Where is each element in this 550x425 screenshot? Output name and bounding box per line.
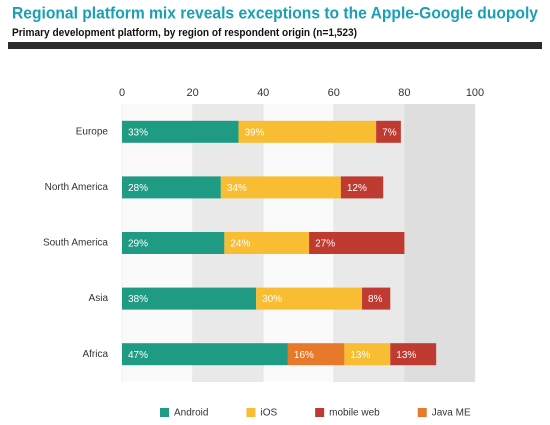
y-tick-label: Africa	[82, 349, 108, 360]
legend-label: Java ME	[432, 408, 471, 419]
y-tick-label: South America	[43, 238, 108, 249]
y-tick-label: Europe	[76, 126, 109, 137]
data-label: 27%	[315, 239, 335, 250]
data-label: 28%	[128, 183, 148, 194]
data-label: 34%	[227, 183, 247, 194]
y-tick-label: Asia	[89, 293, 109, 304]
data-label: 24%	[230, 239, 250, 250]
bar-segment	[122, 120, 239, 143]
header-band	[8, 42, 542, 49]
legend-swatch	[417, 408, 427, 417]
bar-segment	[309, 232, 405, 254]
bar-segment	[220, 176, 341, 199]
bar-segment	[287, 343, 345, 366]
bar-segment	[122, 232, 225, 254]
bar-segment	[256, 287, 363, 310]
data-label: 13%	[396, 350, 416, 361]
data-label: 38%	[128, 294, 148, 305]
bar-segment	[362, 287, 391, 310]
data-label: 47%	[128, 350, 148, 361]
data-label: 29%	[128, 239, 148, 250]
grid-band	[404, 104, 475, 382]
legend-swatch	[160, 408, 169, 417]
legend-label: Android	[174, 408, 208, 419]
bar-segment	[376, 120, 401, 143]
data-label: 13%	[350, 350, 370, 361]
bar-segment	[122, 287, 257, 310]
x-tick-label: 40	[257, 87, 269, 99]
x-tick-label: 80	[398, 87, 410, 99]
data-label: 8%	[368, 294, 383, 305]
y-tick-label: North America	[45, 182, 109, 193]
legend-swatch	[246, 408, 256, 417]
bar-segment	[390, 343, 437, 366]
legend-swatch	[315, 408, 325, 417]
data-label: 16%	[294, 350, 314, 361]
data-label: 39%	[244, 127, 264, 138]
chart-title: Regional platform mix reveals exceptions…	[12, 3, 538, 22]
data-label: 7%	[382, 127, 397, 138]
legend-label: iOS	[260, 408, 277, 419]
data-label: 33%	[128, 127, 148, 138]
x-tick-label: 100	[466, 87, 484, 99]
x-tick-label: 60	[328, 87, 340, 99]
bar-segment	[224, 232, 310, 254]
bar-segment	[238, 120, 377, 143]
bar-segment	[122, 343, 288, 366]
x-tick-label: 20	[186, 87, 198, 99]
data-label: 12%	[347, 183, 367, 194]
bar-segment	[344, 343, 391, 366]
x-tick-label: 0	[119, 87, 125, 99]
legend-label: mobile web	[329, 408, 380, 419]
chart-subtitle: Primary development platform, by region …	[12, 27, 357, 39]
bar-segment	[340, 176, 384, 199]
data-label: 30%	[262, 294, 282, 305]
bar-segment	[122, 176, 221, 199]
